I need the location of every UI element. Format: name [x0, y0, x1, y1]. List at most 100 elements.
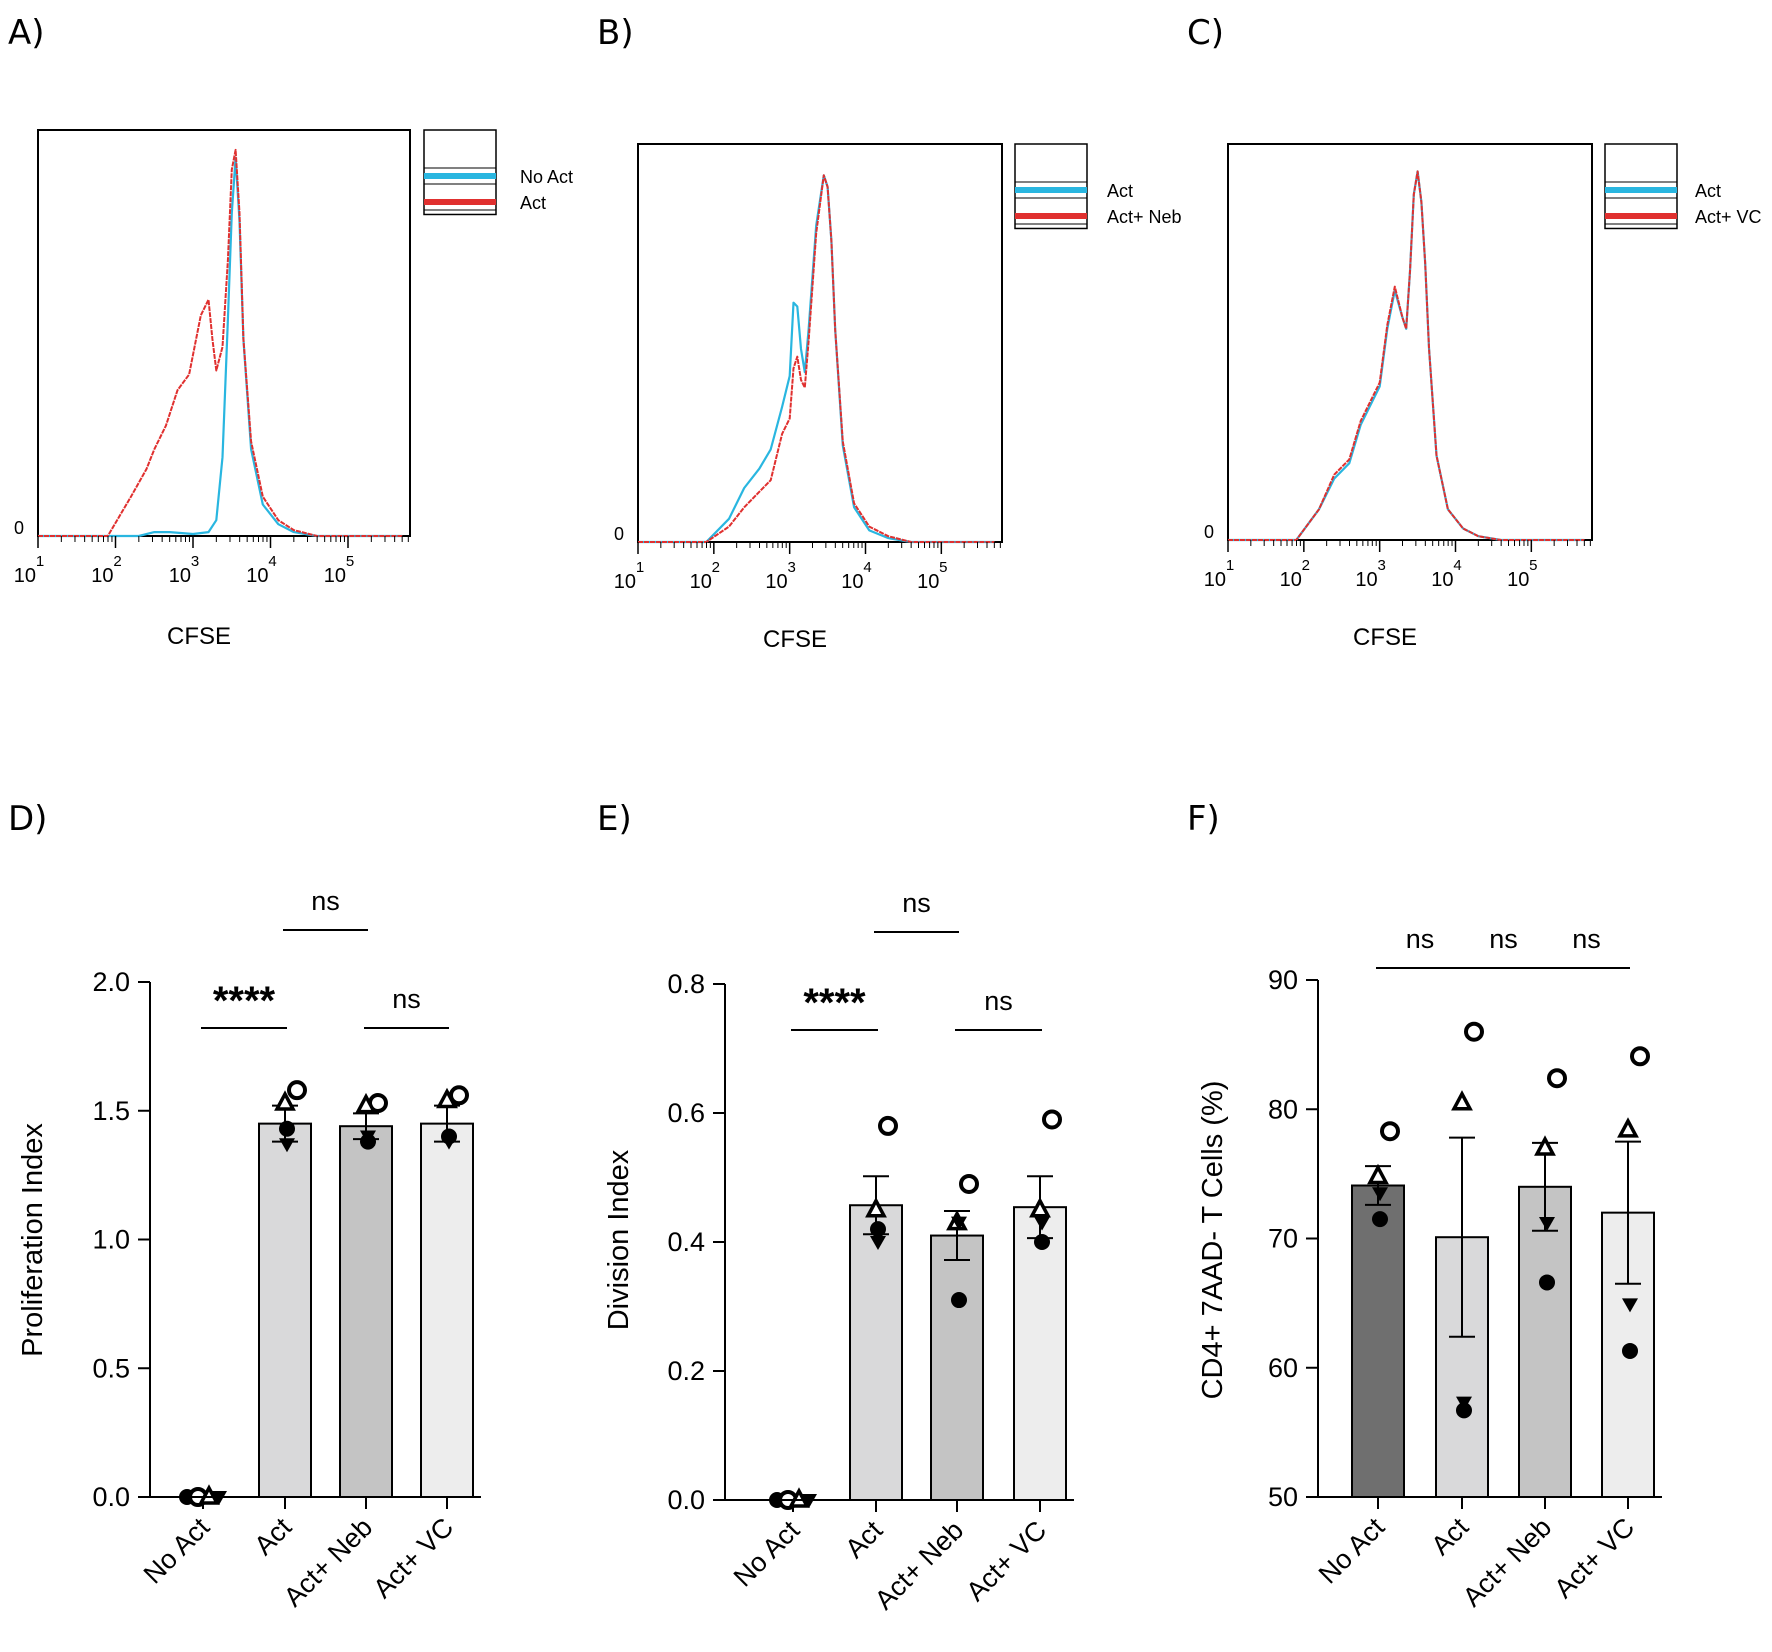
y-tick-label: 2.0: [92, 967, 130, 997]
data-point-open-triangle: [1029, 1197, 1051, 1218]
plot-frame: [37, 129, 411, 537]
x-tick-base: 10: [1355, 569, 1377, 591]
x-tick-exp: 5: [939, 559, 947, 576]
data-point-filled-triangle: [1539, 1216, 1555, 1231]
y-axis-label: CD4+ 7AAD- T Cells (%): [1197, 1081, 1229, 1400]
data-point-filled-triangle: [951, 1216, 967, 1231]
bar-act-vc: [1013, 1206, 1067, 1502]
y-tick-label: 60: [1268, 1353, 1298, 1383]
data-point-open-circle: [959, 1173, 979, 1194]
x-tick-exp: 1: [36, 553, 44, 570]
x-tick-label: No Act: [728, 1515, 806, 1593]
x-tick-base: 10: [169, 565, 191, 587]
x-tick-exp: 4: [268, 553, 276, 570]
data-point-open-triangle: [436, 1087, 458, 1109]
x-tick-exp: 2: [712, 559, 720, 576]
y-axis-label: Division Index: [603, 1149, 635, 1330]
y-axis-label: Proliferation Index: [17, 1123, 49, 1357]
data-point-filled-circle: [951, 1292, 967, 1309]
bar-act-neb: [1518, 1185, 1572, 1499]
plot-frame: [1227, 143, 1593, 541]
x-tick-base: 10: [841, 571, 863, 593]
data-point-filled-circle: [1622, 1342, 1638, 1359]
significance-label: ****: [213, 979, 276, 1023]
x-tick-base: 10: [1204, 569, 1226, 591]
series-line-no-act: [38, 156, 403, 538]
bar-act: [849, 1204, 903, 1501]
data-point-open-circle: [1042, 1109, 1062, 1130]
y-tick-label: 1.0: [92, 1225, 130, 1255]
series-line-act: [638, 174, 995, 544]
x-axis-label: CFSE: [167, 623, 231, 650]
x-tick-label: No Act: [1313, 1512, 1391, 1590]
data-point-open-triangle: [1617, 1117, 1639, 1138]
data-point-filled-circle: [1456, 1402, 1472, 1419]
legend-box: [1604, 143, 1678, 230]
bar-act: [258, 1122, 312, 1498]
data-point-filled-triangle: [441, 1135, 457, 1150]
y-tick-label: 50: [1268, 1482, 1298, 1512]
data-point-open-triangle: [274, 1090, 296, 1111]
data-point-open-triangle: [198, 1484, 220, 1505]
data-point-open-circle: [1547, 1068, 1567, 1089]
x-tick-exp: 5: [1529, 557, 1537, 574]
data-point-open-circle: [1464, 1021, 1484, 1042]
data-point-filled-triangle: [1622, 1298, 1638, 1313]
bar-no-act: [1351, 1184, 1405, 1498]
data-point-filled-triangle: [1034, 1216, 1050, 1231]
x-tick-label: Act+ Neb: [1457, 1512, 1557, 1612]
series-line-act-vc: [1228, 170, 1585, 541]
x-tick-exp: 3: [787, 559, 795, 576]
x-tick-exp: 1: [1226, 557, 1234, 574]
data-point-open-circle: [1380, 1121, 1400, 1142]
x-tick-label: Act: [839, 1515, 888, 1564]
x-tick-exp: 1: [636, 559, 644, 576]
legend-label: Act: [1107, 181, 1133, 201]
y-tick-label: 0.6: [667, 1098, 705, 1128]
legend-label: Act+ VC: [1695, 207, 1762, 227]
panel-label-c: C): [1187, 13, 1224, 53]
x-tick-base: 10: [246, 565, 268, 587]
y-tick-label: 0.5: [92, 1353, 130, 1383]
legend-box: [423, 129, 497, 216]
x-tick-label: Act+ VC: [1548, 1512, 1640, 1604]
data-point-filled-circle: [279, 1120, 295, 1137]
panel-label-b: B): [597, 13, 634, 53]
x-tick-base: 10: [324, 565, 346, 587]
data-point-filled-circle: [870, 1221, 886, 1238]
significance-label: ns: [1489, 924, 1518, 954]
y-tick-label: 70: [1268, 1224, 1298, 1254]
series-line-act: [1228, 170, 1585, 542]
y-tick-label: 80: [1268, 1094, 1298, 1124]
x-tick-base: 10: [614, 571, 636, 593]
data-point-filled-circle: [1539, 1274, 1555, 1291]
x-tick-base: 10: [1507, 569, 1529, 591]
y-tick-label: 0.2: [667, 1356, 705, 1386]
x-tick-label: Act: [1425, 1512, 1474, 1561]
legend-label: No Act: [520, 167, 573, 187]
y-tick-label: 0.8: [667, 969, 705, 999]
bar-act-neb: [339, 1125, 393, 1498]
legend-label: Act: [1695, 181, 1721, 201]
data-point-open-triangle: [355, 1092, 377, 1114]
panel-label-d: D): [8, 799, 47, 839]
x-tick-label: Act+ VC: [960, 1515, 1052, 1607]
significance-label: ns: [311, 886, 340, 916]
legend-label: Act: [520, 193, 546, 213]
data-point-filled-triangle: [1372, 1187, 1388, 1202]
legend-label: Act+ Neb: [1107, 207, 1182, 227]
y-tick-label: 0.0: [92, 1482, 130, 1512]
bar-act-neb: [930, 1234, 984, 1502]
data-point-open-triangle: [1534, 1135, 1556, 1156]
y-tick-label: 0.0: [667, 1485, 705, 1515]
significance-label: ns: [392, 984, 421, 1014]
data-point-open-triangle: [1367, 1163, 1389, 1185]
x-tick-exp: 3: [1377, 557, 1385, 574]
x-tick-label: Act+ Neb: [278, 1512, 378, 1612]
x-tick-exp: 3: [191, 553, 199, 570]
significance-label: ns: [902, 888, 931, 918]
x-tick-label: No Act: [138, 1512, 216, 1590]
